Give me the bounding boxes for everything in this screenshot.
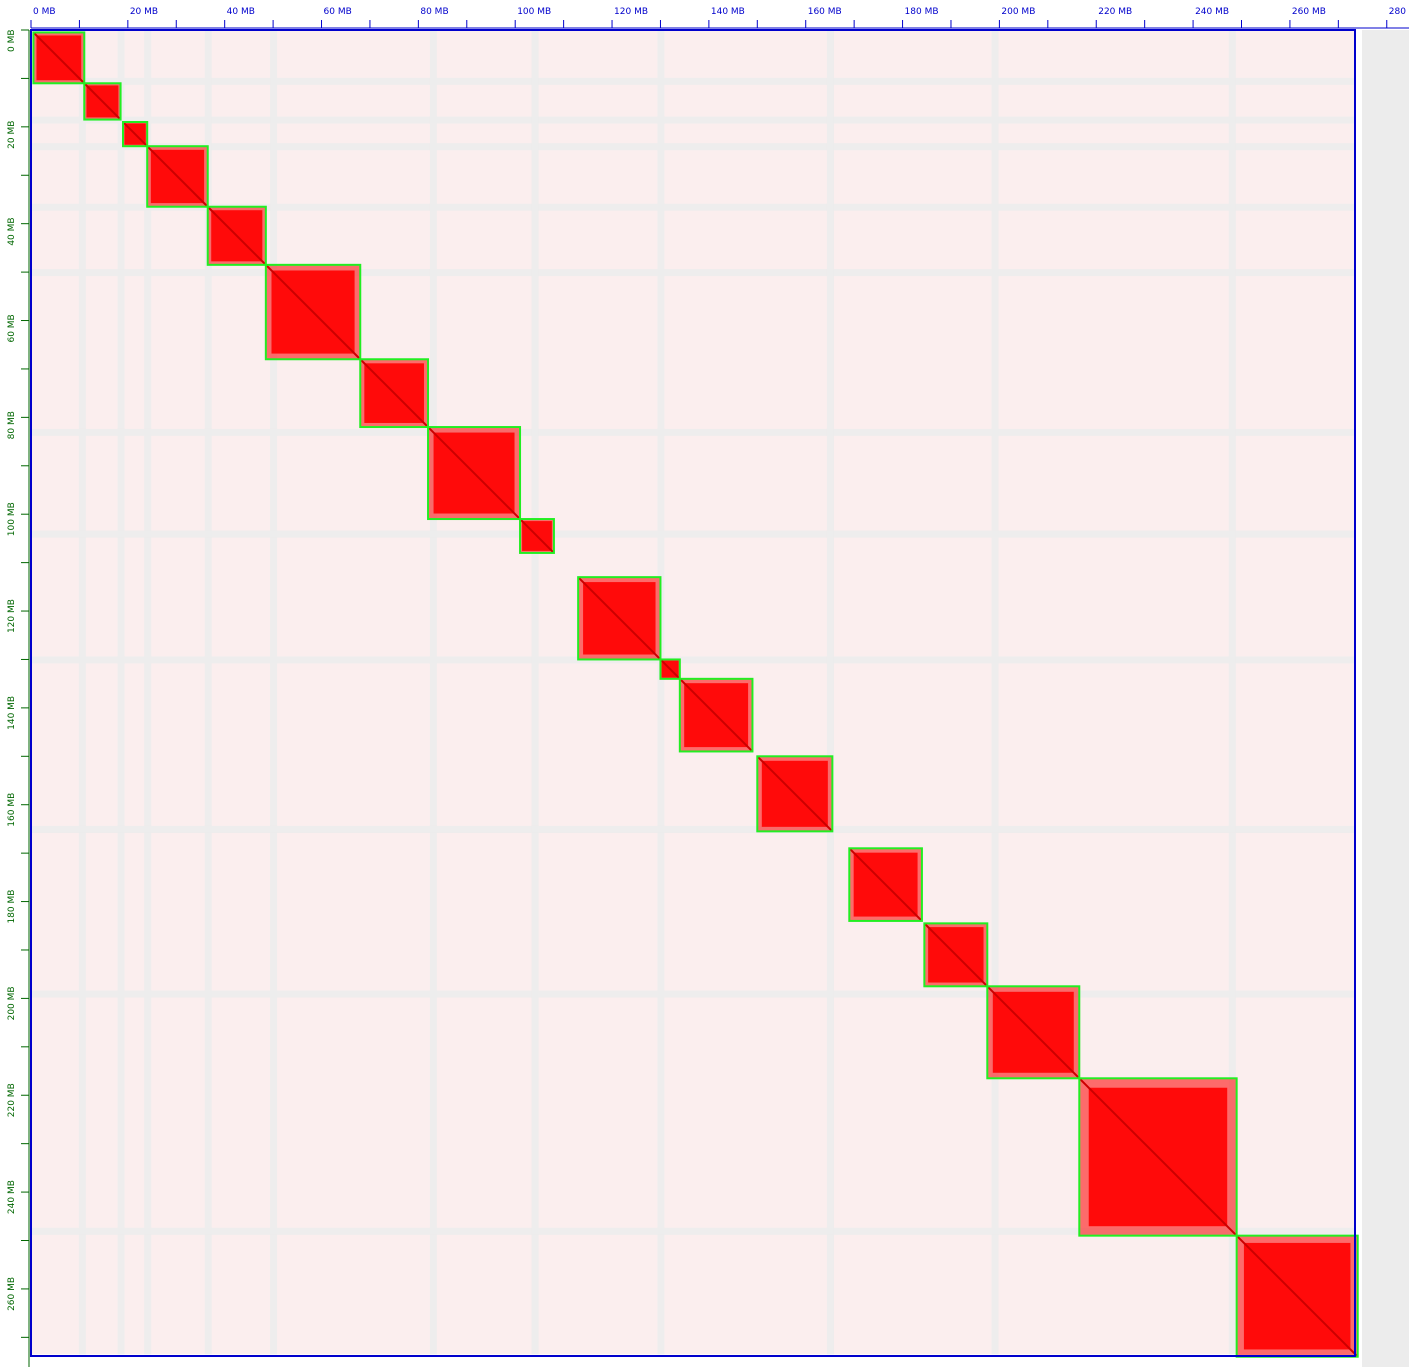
diagonal-segment (427, 426, 521, 520)
x-tick-label: 40 MB (227, 7, 255, 17)
y-tick-label: 200 MB (7, 986, 17, 1020)
gap-stripe-v (531, 30, 539, 1355)
block-outlines-layer (32, 31, 1359, 1358)
x-tick-label: 100 MB (517, 7, 551, 17)
diagonal-segment (848, 847, 923, 922)
diagonal-segment (923, 922, 989, 988)
block-outline (848, 847, 923, 922)
gap-stripe-h (31, 1227, 1356, 1235)
y-tick-label: 260 MB (7, 1277, 17, 1311)
gap-stripe-v (429, 30, 437, 1355)
block-outline (756, 755, 834, 833)
gap-stripe-v (1228, 30, 1236, 1355)
diagonal-segment (519, 518, 555, 554)
diagonal-segment (146, 145, 209, 208)
diagonal-segment (122, 121, 148, 147)
y-tick-label: 0 MB (7, 29, 17, 52)
gap-stripe-h (31, 990, 1356, 998)
x-tick-label: 180 MB (905, 7, 939, 17)
block-outline (83, 82, 122, 121)
block-outline (986, 985, 1081, 1080)
diagonal-segment (986, 985, 1081, 1080)
block-outline (146, 145, 209, 208)
gap-stripe-h (31, 143, 1356, 151)
gap-stripe-v (204, 30, 212, 1355)
x-tick-label: 120 MB (614, 7, 648, 17)
x-tick-label: 220 MB (1098, 7, 1132, 17)
x-tick-label: 260 MB (1292, 7, 1326, 17)
y-tick-label: 240 MB (7, 1180, 17, 1214)
x-tick-label: 140 MB (711, 7, 745, 17)
contact-blocks-layer (32, 31, 1359, 1358)
diagonal-segment (577, 576, 662, 661)
y-tick-label: 100 MB (7, 502, 17, 536)
map-frame (30, 29, 1356, 1357)
block-outline (32, 31, 86, 85)
block-outline (264, 263, 362, 361)
x-tick-label: 240 MB (1195, 7, 1229, 17)
x-tick-label: 0 MB (33, 7, 56, 17)
y-axis: 0 MB 20 MB 40 MB 60 MB 80 MB 100 MB 120 MB 140 … (7, 29, 30, 1367)
map-frame-layer (30, 29, 1356, 1357)
y-tick-label: 60 MB (7, 314, 17, 342)
y-tick-label: 180 MB (7, 890, 17, 924)
gap-stripe-v (657, 30, 665, 1355)
diagonal-segment (756, 755, 834, 833)
gap-stripe-v (991, 30, 999, 1355)
diagonal-segment (207, 206, 267, 266)
gap-stripe-h (31, 77, 1356, 85)
gap-stripe-h (31, 825, 1356, 833)
gap-stripe-v (826, 30, 834, 1355)
diagonal-segment (1078, 1077, 1238, 1237)
y-tick-label: 80 MB (7, 411, 17, 439)
gap-stripe-v (144, 30, 152, 1355)
gap-stripe-v (117, 30, 125, 1355)
y-tick-label: 120 MB (7, 599, 17, 633)
gap-stripe-h (31, 269, 1356, 277)
gap-stripe-h (31, 656, 1356, 664)
block-outline (1078, 1077, 1238, 1237)
block-outline (359, 358, 430, 429)
gap-stripes-layer (31, 30, 1356, 1355)
y-tick-label: 140 MB (7, 696, 17, 730)
y-tick-label: 20 MB (7, 121, 17, 149)
diagonal-segment (679, 678, 754, 753)
x-tick-label: 200 MB (1001, 7, 1035, 17)
diagonal-segment (32, 31, 85, 84)
gap-stripe-v (270, 30, 278, 1355)
y-tick-label: 220 MB (7, 1083, 17, 1117)
gap-stripe-h (31, 530, 1356, 538)
block-outline (121, 120, 149, 148)
y-tick-label: 40 MB (7, 217, 17, 245)
x-tick-label: 160 MB (808, 7, 842, 17)
gap-stripe-h (31, 116, 1356, 124)
block-outline (427, 426, 522, 521)
diagonal-segment (265, 264, 361, 360)
block-outline (678, 677, 754, 753)
block-outline (206, 205, 267, 266)
gap-stripe-h (31, 203, 1356, 211)
diagonal-segment (1235, 1234, 1359, 1358)
x-tick-label: 20 MB (130, 7, 158, 17)
diagonal-segment (659, 658, 681, 680)
x-axis: 0 MB 20 MB 40 MB 60 MB 80 MB 100 MB 120 MB 140 … (30, 7, 1409, 29)
right-gutter (1362, 30, 1409, 1367)
block-outline (923, 922, 989, 988)
x-tick-label: 280 MB (1389, 7, 1409, 17)
gap-stripe-h (31, 428, 1356, 436)
x-tick-label: 60 MB (324, 7, 352, 17)
diagonal-segment (359, 358, 429, 428)
y-tick-label: 160 MB (7, 793, 17, 827)
gap-stripe-v (78, 30, 86, 1355)
block-outline (577, 576, 662, 661)
block-outline (519, 518, 555, 554)
block-outline (659, 658, 681, 680)
x-tick-label: 80 MB (420, 7, 448, 17)
diagonal-segment (83, 82, 122, 121)
